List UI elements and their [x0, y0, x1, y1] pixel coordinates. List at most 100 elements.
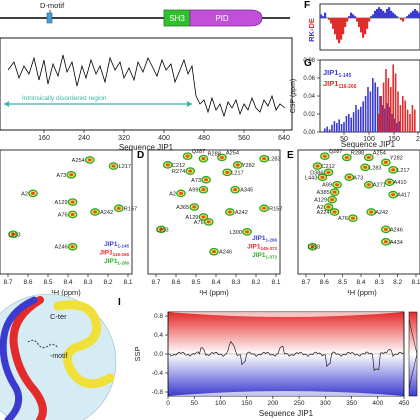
- peak-label: Q287: [192, 149, 206, 155]
- schematic-motif-label: -motif: [50, 353, 68, 360]
- rk-de-bar: [382, 10, 385, 18]
- rk-de-bar: [408, 14, 411, 18]
- binding-schematic: C-ter -motif: [0, 293, 117, 420]
- peak-label: A73: [353, 175, 363, 181]
- ssp-xtick-label: 200: [267, 400, 278, 407]
- nmr-peak-core: [235, 163, 240, 167]
- peak-label: L213: [8, 232, 20, 238]
- csp-bar-jip1-1-145: [343, 122, 345, 132]
- legend-jip1-116-266: JIP1116-266: [323, 79, 357, 90]
- peak-label: A99: [322, 183, 332, 189]
- peak-label: A73: [56, 173, 66, 179]
- spectrum-xtick-label: 8.4: [63, 279, 72, 286]
- spectrum-legend-entry: JIP11-266: [252, 235, 277, 243]
- d-motif-helix: [27, 339, 59, 349]
- csp-ytick-label: 0.00: [303, 130, 315, 136]
- csp-bar-jip1-116-266: [392, 64, 394, 132]
- csp-bar-jip1-1-145: [357, 109, 360, 132]
- nmr-peak-core: [11, 232, 16, 236]
- ssp-xtick-label: 50: [191, 400, 199, 407]
- csp-bar-jip1-1-145: [398, 121, 400, 132]
- rk-de-bar: [340, 18, 343, 40]
- nmr-peak-core: [225, 170, 230, 174]
- nmr-peak-core: [262, 206, 267, 210]
- nmr-peak-core: [70, 200, 75, 204]
- spectrum-legend-entry: JIP1245-372: [247, 244, 277, 252]
- nmr-peak-core: [201, 157, 206, 161]
- nmr-peak-core: [212, 250, 216, 254]
- rk-de-bar: [366, 18, 369, 29]
- rk-de-bar: [380, 9, 383, 18]
- csp-yticks: 0.00 0.02 0.04 0.06 0.08: [303, 58, 320, 136]
- ssp-ylabel: SSP: [133, 346, 142, 361]
- nmr-peak-core: [335, 183, 340, 187]
- spectrum-xtick-label: 8.1: [411, 279, 420, 286]
- csp-bar-jip1-116-266: [378, 114, 380, 132]
- csp-xtick-label: 150: [388, 136, 400, 143]
- ssp-ytick-label: -0.8: [152, 389, 164, 396]
- spectrum-xtick-label: 8.2: [393, 279, 402, 286]
- panel-g: G CSP (ppm) 0.00 0.02 0.04 0.06 0.08 50 100 15…: [290, 58, 420, 149]
- rk-de-bar: [322, 16, 325, 18]
- rk-de-bar: [410, 12, 413, 18]
- nmr-peak-core: [387, 180, 392, 184]
- csp-bar-jip1-1-145: [331, 124, 333, 132]
- csp-bar-jip1-116-266: [414, 109, 416, 132]
- csp-bar-jip1-116-266: [397, 91, 399, 132]
- peak-label: A129: [185, 215, 198, 221]
- csp-bar-jip1-1-145: [328, 129, 331, 132]
- spectrum-xtick-label: 8.4: [356, 279, 365, 286]
- csp-bar-jip1-116-266: [409, 114, 411, 132]
- spectrum-xtick-label: 8.3: [83, 279, 92, 286]
- spectrum-c-peaks: [8, 156, 124, 251]
- rk-de-bar: [364, 18, 367, 35]
- rk-de-bar: [362, 18, 365, 38]
- d-motif-label: D-motif: [40, 1, 65, 10]
- csp-bar-jip1-1-145: [324, 128, 326, 132]
- red-chain: [9, 296, 47, 420]
- spectrum-xtick-label: 8.1: [123, 279, 132, 286]
- peak-label: L217: [397, 168, 409, 174]
- panel-f: F RK-DE: [304, 0, 420, 51]
- rk-de-bar: [328, 18, 331, 20]
- rk-label: RK: [307, 30, 316, 41]
- csp-ytick-label: 0.08: [303, 58, 315, 64]
- peak-label: R157: [124, 206, 137, 212]
- panel-letter-d: D: [137, 150, 144, 161]
- rk-de-bar: [392, 12, 395, 18]
- sh3-label: SH3: [169, 14, 185, 23]
- peak-label: A365: [176, 205, 189, 211]
- csp-bar-jip1-1-145: [384, 108, 386, 132]
- spectrum-xtick-label: 8.3: [231, 279, 240, 286]
- peak-label: Y282: [390, 155, 403, 161]
- peak-label: L283: [268, 157, 280, 163]
- csp-bar-jip1-1-145: [364, 96, 367, 132]
- csp-bar-jip1-116-266: [394, 73, 397, 132]
- spectrum-c-labels: A254 L217 A73 A2 A129 A242 R157 A76 L213 A246: [8, 158, 137, 251]
- peak-label: A254: [373, 150, 386, 156]
- ssp-xtick-label: 150: [241, 400, 252, 407]
- peak-label: A2: [169, 191, 176, 197]
- panel-letter-f: F: [304, 0, 310, 11]
- nmr-peak-core: [363, 165, 368, 169]
- nmr-peak-core: [326, 205, 331, 209]
- peak-label: L213: [156, 227, 168, 233]
- rk-de-bar: [336, 18, 339, 40]
- peak-label: L217: [119, 164, 131, 170]
- spectrum-xtick-label: 8.5: [43, 279, 52, 286]
- nmr-peak-core: [188, 169, 193, 173]
- rk-de-bar: [338, 18, 341, 44]
- csp-bar-jip1-116-266: [406, 109, 409, 132]
- spectrum-c-xlabel: ¹H (ppm): [51, 288, 81, 297]
- panel-g-xlabel: Sequence JIP1: [341, 140, 396, 149]
- panel-letter-e: E: [287, 150, 294, 161]
- ssp-xtick-label: 250: [294, 400, 305, 407]
- disorder-xtick-label: 400: [158, 135, 170, 142]
- panel-f-ylabel: RK-DE: [307, 18, 316, 42]
- nmr-peak-core: [245, 230, 249, 234]
- rk-de-bar: [370, 16, 373, 18]
- csp-bar-jip1-116-266: [411, 105, 414, 132]
- csp-ytick-label: 0.06: [303, 76, 315, 82]
